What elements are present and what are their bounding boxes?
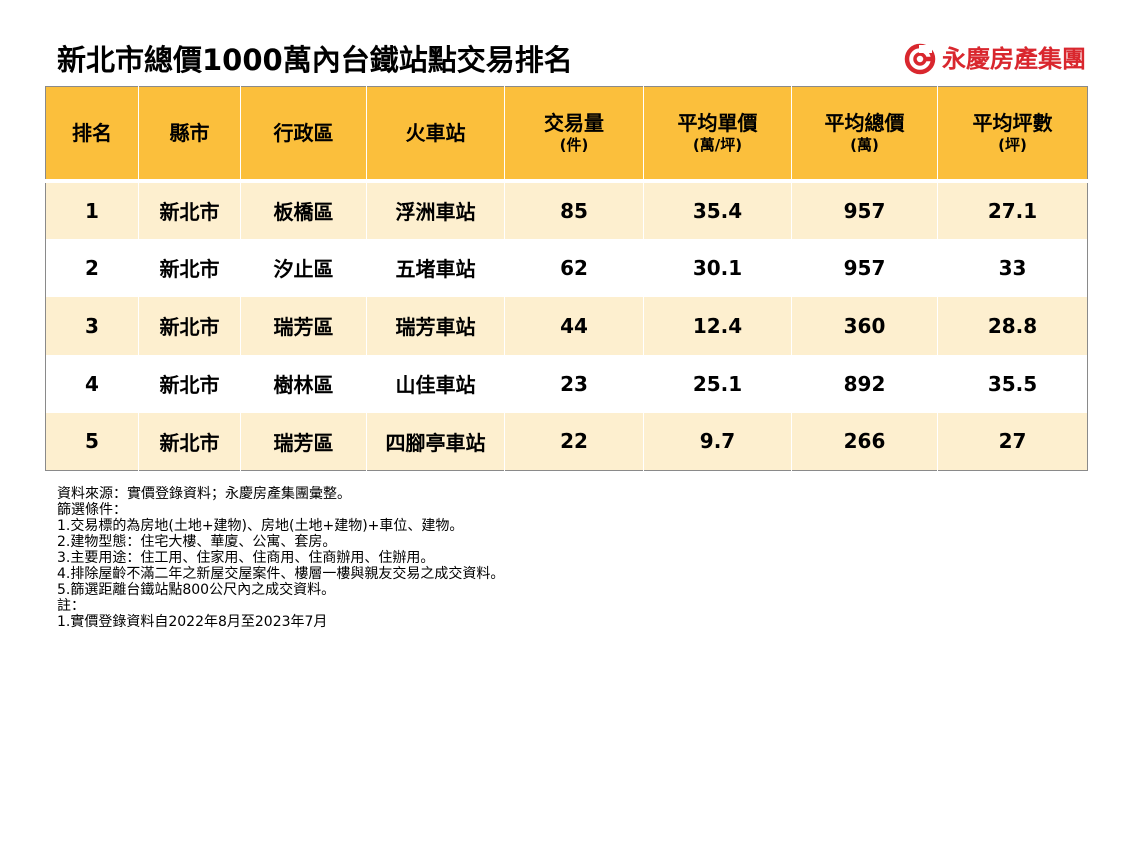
- cell-county: 新北市: [138, 238, 241, 297]
- page-title: 新北市總價1000萬內台鐵站點交易排名: [57, 43, 573, 77]
- note-criteria-1: 1.交易標的為房地(土地+建物)、房地(土地+建物)+車位、建物。: [57, 518, 464, 534]
- cell-county: 新北市: [138, 296, 241, 355]
- note-criteria-4: 4.排除屋齡不滿二年之新屋交屋案件、樓層一樓與親友交易之成交資料。: [57, 566, 505, 582]
- cell-district: 板橋區: [240, 180, 367, 239]
- cell-volume: 23: [504, 354, 644, 413]
- table-row: 2 新北市 汐止區 五堵車站 62 30.1 957 33: [45, 238, 1088, 297]
- ranking-table: 排名 縣市 行政區 火車站 交易量 (件) 平均單價 (萬/坪) 平均總價 (萬) 平…: [45, 86, 1088, 471]
- table-row: 5 新北市 瑞芳區 四腳亭車站 22 9.7 266 27: [45, 412, 1088, 471]
- cell-total-price: 957: [791, 238, 938, 297]
- note-source: 資料來源：實價登錄資料；永慶房產集團彙整。: [57, 486, 351, 502]
- cell-rank: 4: [45, 354, 139, 413]
- cell-total-price: 957: [791, 180, 938, 239]
- cell-station: 五堵車站: [366, 238, 505, 297]
- note-remark-1: 1.實價登錄資料自2022年8月至2023年7月: [57, 614, 328, 630]
- cell-unit-price: 25.1: [643, 354, 792, 413]
- footnotes: 資料來源：實價登錄資料；永慶房產集團彙整。 篩選條件： 1.交易標的為房地(土地…: [57, 486, 957, 630]
- note-criteria-3: 3.主要用途：住工用、住家用、住商用、住商辦用、住辦用。: [57, 550, 435, 566]
- cell-station: 山佳車站: [366, 354, 505, 413]
- header-area-unit: (坪): [998, 135, 1027, 154]
- cell-volume: 62: [504, 238, 644, 297]
- cell-unit-price: 12.4: [643, 296, 792, 355]
- header-total-price: 平均總價 (萬): [791, 86, 938, 181]
- header-unit-price: 平均單價 (萬/坪): [643, 86, 792, 181]
- header-total-price-unit: (萬): [850, 135, 879, 154]
- note-criteria-2: 2.建物型態：住宅大樓、華廈、公寓、套房。: [57, 534, 337, 550]
- cell-rank: 5: [45, 412, 139, 471]
- cell-unit-price: 9.7: [643, 412, 792, 471]
- cell-volume: 44: [504, 296, 644, 355]
- cell-station: 瑞芳車站: [366, 296, 505, 355]
- header-county: 縣市: [138, 86, 241, 181]
- cell-district: 瑞芳區: [240, 412, 367, 471]
- brand-name: 永慶房產集團: [942, 45, 1086, 73]
- cell-rank: 3: [45, 296, 139, 355]
- cell-district: 樹林區: [240, 354, 367, 413]
- cell-district: 汐止區: [240, 238, 367, 297]
- cell-county: 新北市: [138, 180, 241, 239]
- cell-rank: 1: [45, 180, 139, 239]
- note-criteria-5: 5.篩選距離台鐵站點800公尺內之成交資料。: [57, 582, 336, 598]
- header-unit-price-unit: (萬/坪): [692, 135, 743, 154]
- header-station: 火車站: [366, 86, 505, 181]
- cell-volume: 22: [504, 412, 644, 471]
- header-district: 行政區: [240, 86, 367, 181]
- cell-area: 27: [937, 412, 1088, 471]
- header-volume: 交易量 (件): [504, 86, 644, 181]
- cell-area: 28.8: [937, 296, 1088, 355]
- cell-area: 27.1: [937, 180, 1088, 239]
- header-volume-unit: (件): [559, 135, 589, 154]
- cell-total-price: 360: [791, 296, 938, 355]
- cell-rank: 2: [45, 238, 139, 297]
- yungching-logo-icon: [904, 43, 936, 75]
- table-row: 4 新北市 樹林區 山佳車站 23 25.1 892 35.5: [45, 354, 1088, 413]
- cell-volume: 85: [504, 180, 644, 239]
- header-area: 平均坪數 (坪): [937, 86, 1088, 181]
- note-remark-heading: 註：: [57, 598, 85, 614]
- cell-total-price: 266: [791, 412, 938, 471]
- cell-district: 瑞芳區: [240, 296, 367, 355]
- cell-total-price: 892: [791, 354, 938, 413]
- cell-station: 四腳亭車站: [366, 412, 505, 471]
- table-row: 3 新北市 瑞芳區 瑞芳車站 44 12.4 360 28.8: [45, 296, 1088, 355]
- header-rank: 排名: [45, 86, 139, 181]
- cell-county: 新北市: [138, 354, 241, 413]
- cell-county: 新北市: [138, 412, 241, 471]
- brand-logo: 永慶房產集團: [904, 42, 1086, 76]
- table-row: 1 新北市 板橋區 浮洲車站 85 35.4 957 27.1: [45, 180, 1088, 239]
- cell-unit-price: 30.1: [643, 238, 792, 297]
- cell-area: 33: [937, 238, 1088, 297]
- cell-unit-price: 35.4: [643, 180, 792, 239]
- note-criteria-heading: 篩選條件：: [57, 502, 127, 518]
- cell-station: 浮洲車站: [366, 180, 505, 239]
- cell-area: 35.5: [937, 354, 1088, 413]
- table-header-row: 排名 縣市 行政區 火車站 交易量 (件) 平均單價 (萬/坪) 平均總價 (萬) 平…: [45, 86, 1088, 181]
